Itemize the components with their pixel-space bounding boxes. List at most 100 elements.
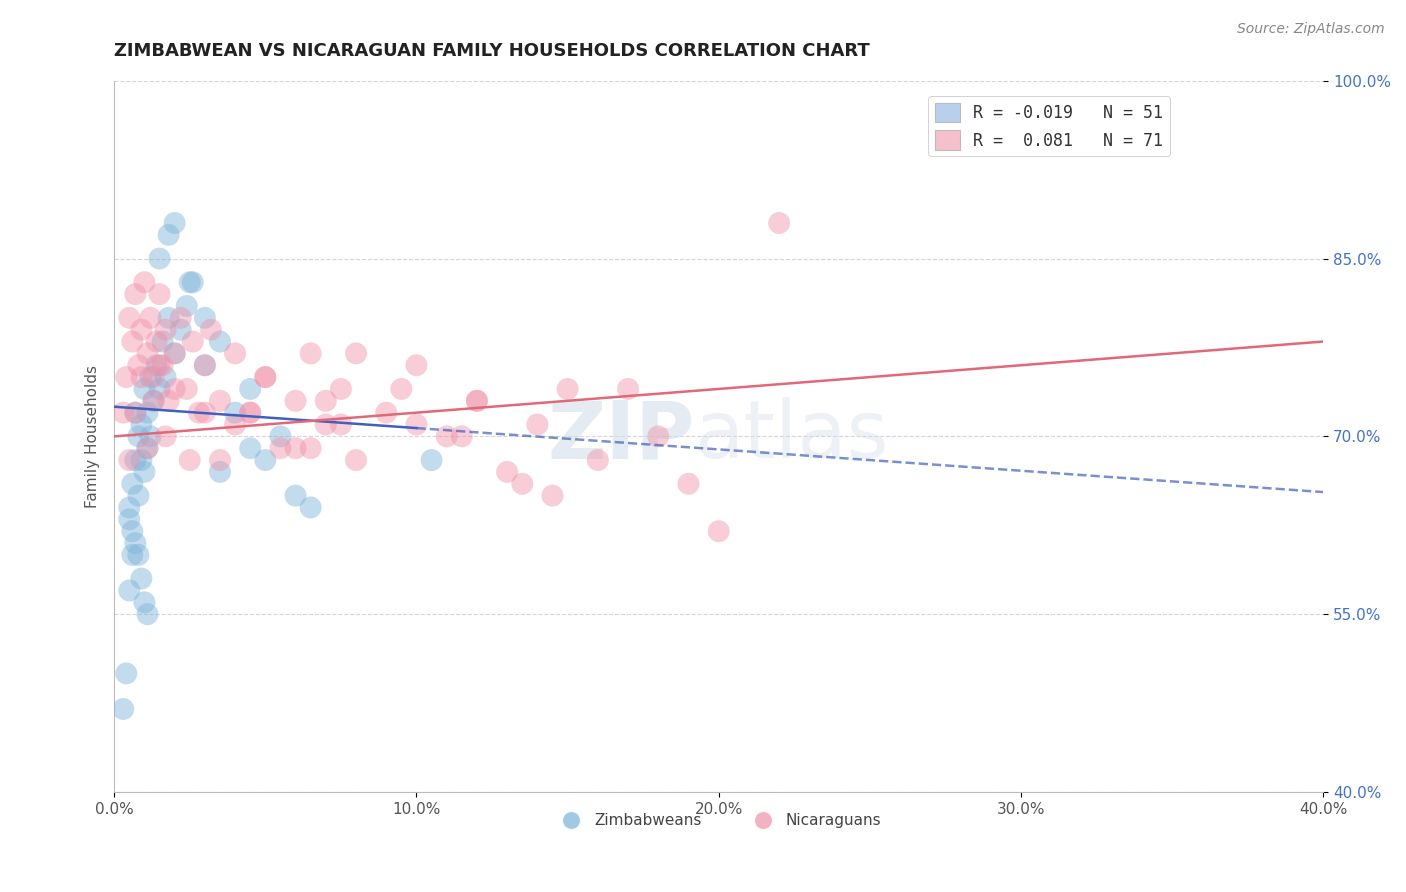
Point: [148, 382, 170, 396]
Point: [170, 310, 193, 325]
Point: [124, 406, 146, 420]
Point: [510, 476, 533, 491]
Point: [142, 393, 165, 408]
Point: [157, 310, 180, 325]
Text: ZIMBABWEAN VS NICARAGUAN FAMILY HOUSEHOLDS CORRELATION CHART: ZIMBABWEAN VS NICARAGUAN FAMILY HOUSEHOL…: [114, 42, 870, 60]
Point: [127, 429, 149, 443]
Point: [155, 323, 177, 337]
Point: [145, 358, 167, 372]
Point: [127, 548, 149, 562]
Point: [586, 453, 609, 467]
Point: [299, 500, 322, 515]
Point: [121, 548, 143, 562]
Point: [208, 393, 231, 408]
Point: [239, 382, 262, 396]
Point: [121, 476, 143, 491]
Point: [163, 382, 186, 396]
Point: [187, 406, 209, 420]
Point: [194, 358, 217, 372]
Point: [155, 429, 177, 443]
Text: ZIP: ZIP: [547, 397, 695, 475]
Point: [194, 358, 217, 372]
Point: [136, 607, 159, 622]
Point: [176, 299, 198, 313]
Point: [115, 666, 138, 681]
Point: [465, 393, 488, 408]
Point: [284, 393, 307, 408]
Point: [139, 370, 162, 384]
Point: [157, 393, 180, 408]
Point: [118, 583, 141, 598]
Point: [194, 310, 217, 325]
Point: [344, 346, 367, 360]
Point: [157, 227, 180, 242]
Point: [142, 370, 165, 384]
Point: [647, 429, 669, 443]
Point: [136, 346, 159, 360]
Point: [329, 382, 352, 396]
Point: [389, 382, 412, 396]
Point: [239, 406, 262, 420]
Point: [181, 275, 204, 289]
Point: [707, 524, 730, 539]
Point: [299, 346, 322, 360]
Point: [420, 453, 443, 467]
Point: [617, 382, 640, 396]
Point: [121, 524, 143, 539]
Point: [155, 370, 177, 384]
Point: [465, 393, 488, 408]
Point: [405, 358, 427, 372]
Point: [375, 406, 398, 420]
Point: [405, 417, 427, 432]
Point: [224, 417, 246, 432]
Point: [124, 453, 146, 467]
Point: [299, 441, 322, 455]
Point: [163, 346, 186, 360]
Point: [131, 453, 153, 467]
Point: [254, 453, 277, 467]
Point: [152, 358, 174, 372]
Point: [170, 323, 193, 337]
Point: [179, 453, 201, 467]
Point: [224, 406, 246, 420]
Point: [148, 252, 170, 266]
Point: [131, 370, 153, 384]
Point: [112, 702, 135, 716]
Text: Source: ZipAtlas.com: Source: ZipAtlas.com: [1237, 22, 1385, 37]
Point: [208, 334, 231, 349]
Point: [315, 417, 337, 432]
Point: [436, 429, 458, 443]
Point: [194, 406, 217, 420]
Point: [142, 393, 165, 408]
Point: [124, 287, 146, 301]
Point: [208, 453, 231, 467]
Point: [118, 512, 141, 526]
Point: [239, 406, 262, 420]
Point: [134, 465, 156, 479]
Point: [496, 465, 519, 479]
Point: [269, 441, 291, 455]
Point: [329, 417, 352, 432]
Point: [136, 441, 159, 455]
Point: [134, 382, 156, 396]
Point: [134, 275, 156, 289]
Point: [112, 406, 135, 420]
Point: [127, 358, 149, 372]
Point: [768, 216, 790, 230]
Point: [121, 334, 143, 349]
Point: [176, 382, 198, 396]
Y-axis label: Family Households: Family Households: [86, 365, 100, 508]
Point: [127, 489, 149, 503]
Point: [526, 417, 548, 432]
Point: [115, 370, 138, 384]
Point: [134, 595, 156, 609]
Point: [118, 500, 141, 515]
Point: [179, 275, 201, 289]
Point: [136, 441, 159, 455]
Point: [344, 453, 367, 467]
Point: [131, 417, 153, 432]
Point: [118, 310, 141, 325]
Legend: Zimbabweans, Nicaraguans: Zimbabweans, Nicaraguans: [550, 807, 887, 834]
Point: [131, 323, 153, 337]
Point: [254, 370, 277, 384]
